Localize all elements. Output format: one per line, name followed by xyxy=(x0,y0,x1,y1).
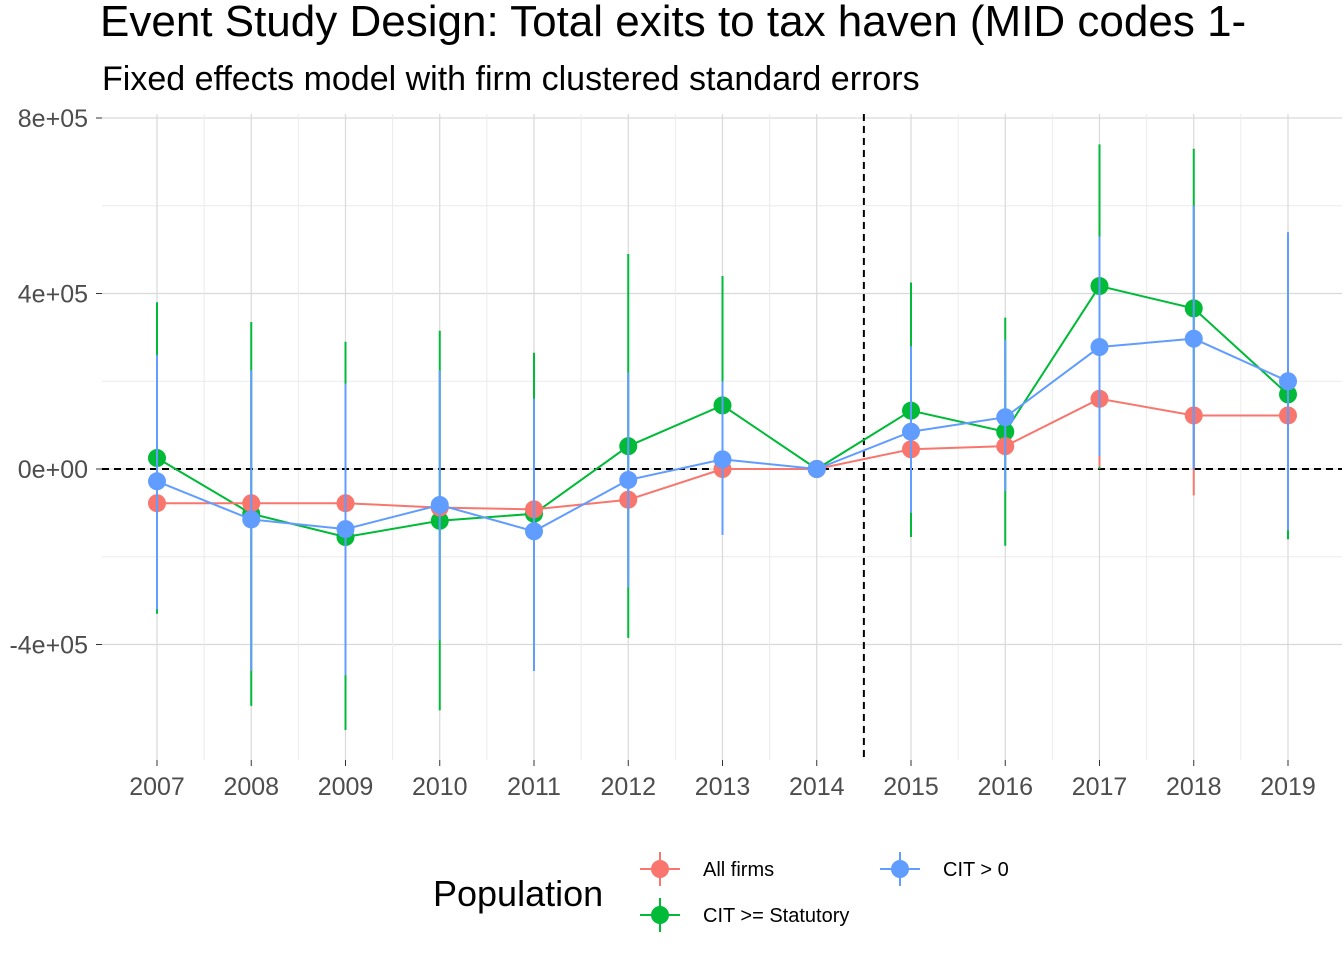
x-tick-label: 2015 xyxy=(883,773,939,801)
data-point xyxy=(713,450,732,469)
data-point xyxy=(996,408,1015,427)
y-tick-label: 8e+05 xyxy=(18,105,88,133)
legend-label: CIT > 0 xyxy=(943,859,1009,881)
data-point xyxy=(807,460,826,478)
data-point xyxy=(1184,329,1203,348)
legend-label: All firms xyxy=(703,859,774,881)
data-point xyxy=(619,470,638,489)
y-tick-label: 4e+05 xyxy=(18,281,88,309)
chart-subtitle: Fixed effects model with firm clustered … xyxy=(102,60,920,98)
legend-key-point xyxy=(891,860,909,878)
data-point xyxy=(336,520,355,539)
x-tick-label: 2011 xyxy=(507,773,561,801)
legend-title: Population xyxy=(433,873,603,914)
x-tick-label: 2008 xyxy=(223,773,279,801)
series-cit-0 xyxy=(148,205,1297,676)
x-tick-label: 2007 xyxy=(129,773,185,801)
legend-entry: All firms xyxy=(640,852,774,886)
data-point xyxy=(1090,338,1109,357)
x-tick-label: 2014 xyxy=(789,773,845,801)
legend-entry: CIT > 0 xyxy=(880,852,1009,886)
x-tick-label: 2017 xyxy=(1072,773,1128,801)
x-tick-label: 2018 xyxy=(1166,773,1222,801)
legend-key-point xyxy=(651,860,669,878)
legend: Population All firms CIT >= Statutory CIT … xyxy=(433,852,1009,932)
series-layer xyxy=(148,144,1297,731)
legend-key-point xyxy=(651,906,669,924)
axes: -4e+05 0e+00 4e+05 8e+05 2007 2008 2009 2010 201… xyxy=(9,105,1315,801)
data-point xyxy=(525,522,543,541)
data-point xyxy=(430,495,449,514)
x-tick-label: 2013 xyxy=(695,773,751,801)
legend-label: CIT >= Statutory xyxy=(703,905,849,927)
x-tick-label: 2012 xyxy=(600,773,656,801)
y-tick-label: -4e+05 xyxy=(9,632,88,660)
data-point xyxy=(902,422,920,441)
y-tick-label: 0e+00 xyxy=(18,456,88,484)
data-point xyxy=(148,472,166,491)
data-point xyxy=(1279,372,1297,391)
x-tick-label: 2019 xyxy=(1260,773,1316,801)
data-point xyxy=(242,510,261,529)
x-tick-label: 2009 xyxy=(318,773,374,801)
x-tick-label: 2010 xyxy=(412,773,468,801)
x-tick-label: 2016 xyxy=(977,773,1033,801)
legend-entry: CIT >= Statutory xyxy=(640,898,849,932)
reference-lines xyxy=(102,114,1342,760)
chart-title: Event Study Design: Total exits to tax h… xyxy=(100,0,1246,46)
